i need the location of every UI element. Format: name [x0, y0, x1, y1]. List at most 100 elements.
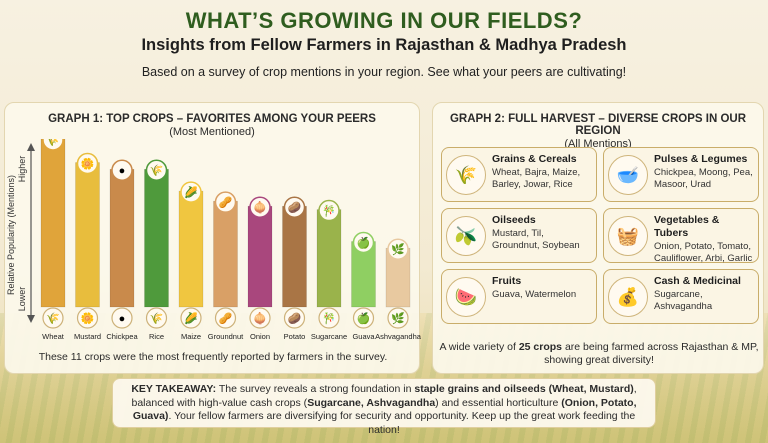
wheat-icon-base — [42, 307, 64, 329]
potato-icon-base-glyph: 🥔 — [288, 312, 302, 325]
graph1-panel: GRAPH 1: TOP CROPS – FAVORITES AMONG YOU… — [4, 102, 421, 374]
category-name: Fruits — [492, 275, 522, 287]
category-items: Mustard, Til, Groundnut, Soybean — [492, 228, 580, 251]
guava-icon-base — [352, 307, 375, 329]
groundnut-icon-glyph: 🥜 — [219, 195, 233, 209]
category-card-grains: 🌾 Grains & Cereals Wheat, Bajra, Maize, … — [441, 147, 597, 202]
page-title: WHAT’S GROWING IN OUR FIELDS? — [185, 8, 583, 33]
y-axis-arrow-down — [27, 315, 35, 323]
takeaway-label: KEY TAKEAWAY: — [131, 383, 217, 395]
pulses-bowl-icon: 🥣 — [608, 155, 648, 195]
category-card-pulses: 🥣 Pulses & Legumes Chickpea, Moong, Pea,… — [603, 147, 759, 202]
crop-category-grid: 🌾 Grains & Cereals Wheat, Bajra, Maize, … — [441, 147, 759, 324]
wheat-icon-glyph: 🌾 — [46, 139, 60, 147]
guava-icon — [352, 231, 375, 254]
category-card-fruits: 🍉 Fruits Guava, Watermelon — [441, 269, 597, 324]
graph1-title: GRAPH 1: TOP CROPS – FAVORITES AMONG YOU… — [48, 113, 376, 125]
bar-chickpea — [109, 168, 135, 308]
ashvagandha-icon — [387, 238, 409, 260]
category-name: Vegetables & Tubers — [654, 214, 720, 239]
maize-icon-base — [180, 307, 202, 329]
takeaway-highlight: staple grains and oilseeds (Wheat, Musta… — [414, 383, 634, 395]
rice-icon-base — [145, 307, 168, 329]
intro-text: Based on a survey of crop mentions in yo… — [141, 65, 627, 79]
mustard-flower-icon-base — [76, 307, 99, 329]
money-bag-icon: 💰 — [608, 277, 648, 317]
category-items: Onion, Potato, Tomato, Cauliflower, Arbi… — [654, 241, 753, 264]
bar-onion — [247, 205, 273, 308]
graph2-panel: GRAPH 2: FULL HARVEST – DIVERSE CROPS IN… — [432, 102, 764, 374]
bar-wheat — [40, 139, 66, 308]
diversity-text: are being farmed across Rajasthan & MP, … — [544, 341, 759, 366]
x-tick-label: Sugarcane — [311, 332, 347, 341]
sugarcane-icon-base — [318, 307, 340, 329]
maize-icon-glyph: 🌽 — [184, 185, 198, 199]
y-axis-high-label: Higher — [17, 156, 27, 183]
x-tick-label: Maize — [181, 332, 201, 341]
bar-potato — [282, 205, 307, 308]
takeaway-text: . Your fellow farmers are diversifying f… — [168, 410, 636, 436]
bar-rice — [144, 168, 169, 308]
wheat-icon-base-glyph: 🌾 — [46, 312, 60, 325]
x-tick-label: Guava — [352, 332, 375, 341]
x-tick-label: Ashvagandha — [375, 332, 421, 341]
rice-icon-base-glyph: 🌾 — [150, 312, 164, 325]
y-axis-low-label: Lower — [17, 287, 27, 312]
maize-icon — [180, 181, 202, 203]
x-tick-label: Wheat — [42, 332, 65, 341]
category-name: Cash & Medicinal — [654, 275, 741, 287]
potato-icon — [283, 196, 306, 218]
chickpea-icon-base — [111, 307, 133, 329]
vegetable-basket-icon: 🧺 — [608, 216, 648, 256]
chickpea-icon — [111, 159, 133, 181]
sugarcane-icon — [318, 199, 340, 222]
graph2-title: GRAPH 2: FULL HARVEST – DIVERSE CROPS IN… — [449, 113, 747, 137]
header: WHAT’S GROWING IN OUR FIELDS? Insights f… — [0, 0, 768, 79]
guava-icon-glyph: 🍏 — [357, 236, 371, 249]
x-tick-label: Mustard — [74, 332, 101, 341]
diversity-count: 25 crops — [518, 341, 563, 353]
category-card-vegetables: 🧺 Vegetables & Tubers Onion, Potato, Tom… — [603, 208, 759, 264]
grains-icon: 🌾 — [446, 155, 486, 195]
sugarcane-icon-glyph: 🎋 — [322, 205, 336, 218]
onion-icon-base-glyph: 🧅 — [253, 311, 267, 325]
bar-mustard — [75, 162, 100, 308]
groundnut-icon-base-glyph: 🥜 — [219, 311, 233, 325]
mustard-flower-icon-glyph: 🌼 — [81, 158, 95, 171]
bar-maize — [178, 190, 204, 308]
guava-icon-base-glyph: 🍏 — [357, 312, 371, 325]
category-items: Chickpea, Moong, Pea, Masoor, Urad — [654, 167, 753, 190]
onion-icon-glyph: 🧅 — [253, 200, 267, 214]
mustard-flower-icon-base-glyph: 🌼 — [81, 312, 95, 325]
potato-icon-glyph: 🥔 — [288, 201, 302, 214]
bar-groundnut — [213, 200, 238, 308]
y-axis-arrow-up — [27, 143, 35, 151]
x-tick-label: Groundnut — [208, 332, 244, 341]
x-tick-label: Chickpea — [106, 332, 138, 341]
diversity-summary: A wide variety of 25 crops are being far… — [433, 341, 765, 367]
category-items: Guava, Watermelon — [492, 289, 577, 300]
takeaway-text: The survey reveals a strong foundation i… — [216, 383, 415, 395]
potato-icon-base — [283, 307, 306, 329]
takeaway-text: ) and essential horticulture — [435, 396, 562, 409]
x-tick-label: Onion — [250, 332, 270, 341]
category-name: Pulses & Legumes — [654, 153, 748, 165]
ashvagandha-icon-base — [387, 307, 409, 329]
mustard-flower-icon — [76, 152, 99, 175]
category-items: Wheat, Bajra, Maize, Barley, Jowar, Rice — [492, 167, 581, 190]
takeaway-highlight: Sugarcane, Ashvagandha — [307, 396, 436, 409]
x-tick-label: Potato — [284, 332, 306, 341]
chickpea-icon-base-glyph: ● — [119, 313, 126, 325]
onion-icon — [249, 196, 271, 218]
groundnut-icon — [214, 191, 237, 213]
category-card-oilseeds: 🫒 Oilseeds Mustard, Til, Groundnut, Soyb… — [441, 208, 597, 263]
oil-bottle-icon: 🫒 — [446, 216, 486, 256]
wheat-icon — [42, 139, 64, 151]
category-items: Sugarcane, Ashvagandha — [654, 289, 713, 312]
graph1-note: These 11 crops were the most frequently … — [38, 351, 388, 363]
fruit-bowl-icon: 🍉 — [446, 277, 486, 317]
ashvagandha-icon-glyph: 🌿 — [391, 243, 405, 256]
top-crops-bar-chart: Relative Popularity (Mentions)Higher Lowe… — [6, 139, 421, 341]
y-axis-label: Relative Popularity (Mentions) — [6, 175, 16, 295]
takeaway-text: , balanced with high-value cash crops ( — [131, 383, 637, 409]
